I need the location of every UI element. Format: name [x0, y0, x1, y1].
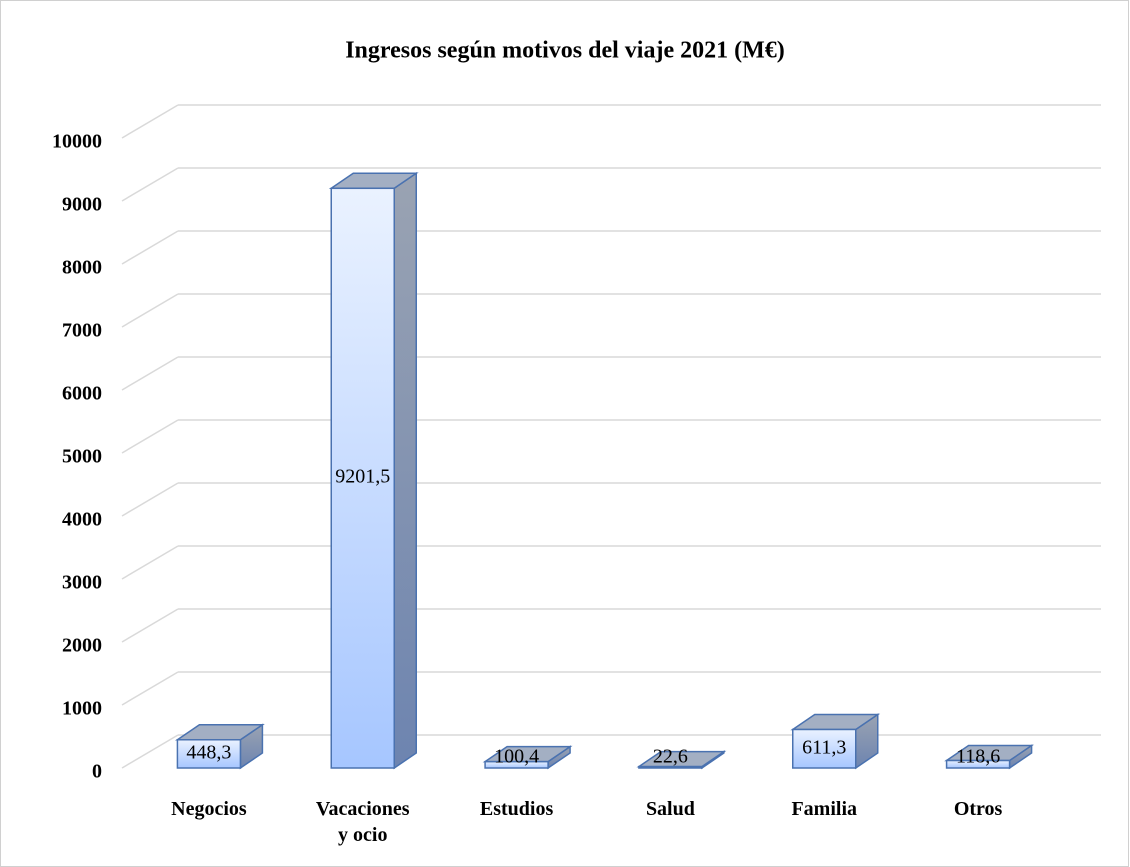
y-tick-label: 7000: [62, 320, 102, 342]
bar-front: [176, 739, 242, 769]
y-tick-label: 4000: [62, 509, 102, 531]
x-tick-label: Salud: [645, 798, 695, 820]
grid-line-side: [121, 293, 179, 328]
value-label: 118,6: [956, 746, 1000, 768]
grid-line-side: [121, 167, 179, 202]
grid-line-side: [121, 356, 179, 391]
grid-line-side: [121, 734, 179, 769]
value-label: 448,3: [186, 741, 231, 763]
x-tick-label: Otros: [953, 798, 1003, 820]
bar-side: [393, 171, 417, 770]
bar-front: [330, 187, 395, 769]
bar: [944, 744, 1035, 770]
y-tick-label: 8000: [62, 257, 102, 279]
chart-title: Ingresos según motivos del viaje 2021 (M…: [345, 38, 785, 64]
bar: [636, 750, 727, 770]
grid-line-side: [121, 482, 179, 517]
value-label: 100,4: [494, 746, 539, 768]
bar-front: [792, 728, 857, 769]
bar: [482, 745, 573, 770]
value-label: 9201,5: [335, 466, 390, 488]
y-tick-label: 5000: [62, 446, 102, 468]
y-tick-label: 3000: [62, 572, 102, 594]
grid-line-side: [121, 545, 179, 580]
grid-line-side: [121, 671, 179, 706]
grid-line-side: [121, 104, 179, 139]
x-tick-label: Familia: [791, 798, 858, 820]
y-tick-label: 1000: [62, 698, 102, 720]
y-tick-label: 6000: [62, 383, 102, 405]
x-tick-label: Negocios: [171, 798, 247, 820]
grid-line-side: [121, 230, 179, 265]
y-tick-label: 10000: [52, 131, 102, 153]
x-tick-label: Estudios: [479, 798, 554, 820]
bar: [174, 723, 265, 770]
y-tick-label: 9000: [62, 194, 102, 216]
bar-front: [638, 765, 703, 769]
grid-line-side: [121, 608, 179, 643]
bar: [790, 713, 881, 770]
value-label: 611,3: [802, 736, 846, 758]
grid-line-side: [121, 419, 179, 454]
y-tick-label: 0: [92, 761, 102, 783]
y-tick-label: 2000: [62, 635, 102, 657]
value-label: 22,6: [653, 746, 688, 768]
x-tick-label: Vacaciones y ocio: [315, 798, 410, 846]
bar-front: [945, 759, 1011, 769]
bar-front: [484, 760, 549, 769]
bar: [328, 171, 419, 770]
